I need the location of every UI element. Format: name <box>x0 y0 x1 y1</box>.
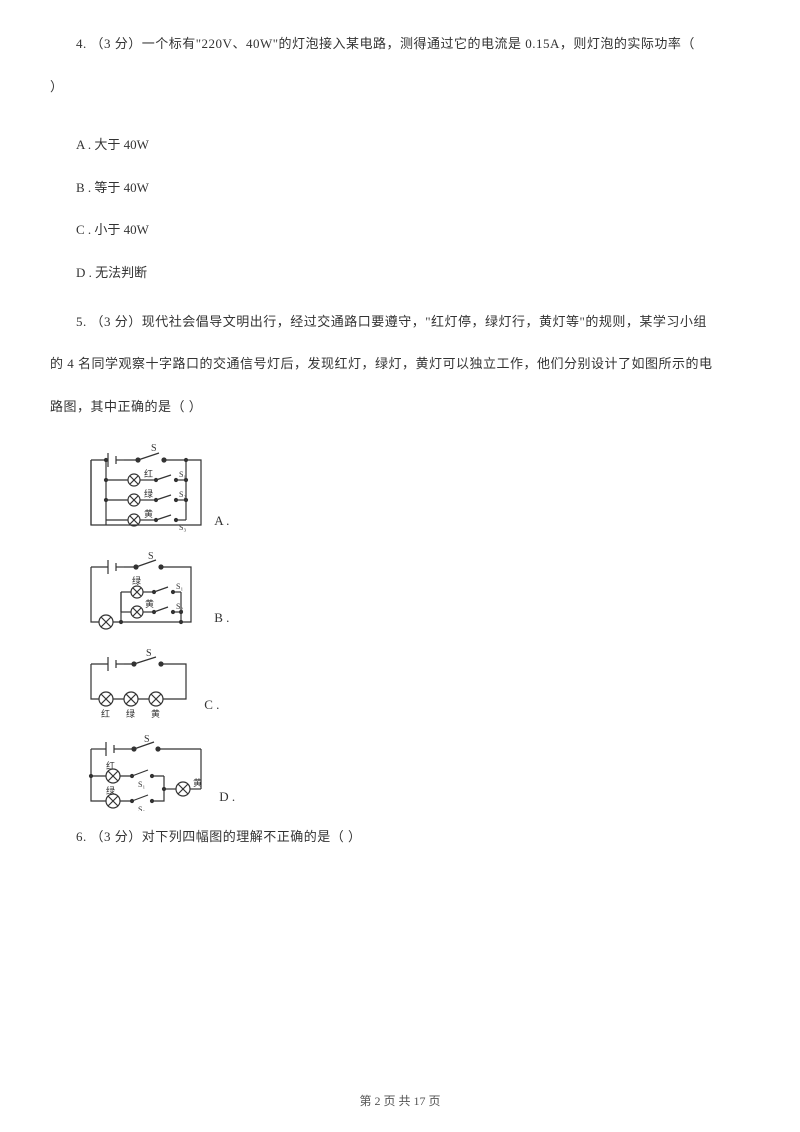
q4-header: 4. （3 分）一个标有"220V、40W"的灯泡接入某电路，测得通过它的电流是… <box>50 30 750 59</box>
svg-text:红: 红 <box>101 708 110 719</box>
q5-circuit-a: S 红 S₁ 绿 S₂ 黄 S₃ <box>76 435 211 535</box>
q5-circuit-d: S 红 S₁ 绿 S₂ 黄 <box>76 731 216 811</box>
q5-header-2: 的 4 名同学观察十字路口的交通信号灯后，发现红灯，绿灯，黄灯可以独立工作，他们… <box>50 350 750 379</box>
q5-label-c: C . <box>204 691 219 720</box>
q5-header-3: 路图，其中正确的是（ ） <box>50 393 750 422</box>
q4-option-c: C . 小于 40W <box>50 216 750 245</box>
q4-cont: ） <box>50 73 750 102</box>
q5-label-a: A . <box>214 507 229 536</box>
q5-label-b: B . <box>214 604 229 633</box>
svg-text:S: S <box>144 734 150 745</box>
q5-option-c: S 红 绿 黄 C . <box>76 644 750 719</box>
q5-header-1: 5. （3 分）现代社会倡导文明出行，经过交通路口要遵守，"红灯停，绿灯行，黄灯… <box>50 308 750 337</box>
svg-text:绿: 绿 <box>126 708 135 719</box>
q4-option-d: D . 无法判断 <box>50 259 750 288</box>
svg-text:S₂: S₂ <box>179 490 186 499</box>
svg-text:黄: 黄 <box>144 508 153 519</box>
q5-circuit-c: S 红 绿 黄 <box>76 644 201 719</box>
svg-text:S₁: S₁ <box>179 470 186 479</box>
q5-label-d: D . <box>219 783 235 812</box>
svg-text:S: S <box>148 551 154 562</box>
svg-text:S₃: S₃ <box>179 523 186 532</box>
svg-text:红: 红 <box>106 760 115 771</box>
svg-text:S: S <box>151 443 157 454</box>
svg-text:绿: 绿 <box>144 488 153 499</box>
svg-text:S: S <box>146 648 152 659</box>
q5-option-d: S 红 S₁ 绿 S₂ 黄 D . <box>76 731 750 811</box>
q5-option-b: S 绿 S₁ 黄 S₂ 红 B . <box>76 547 750 632</box>
q5-option-a: S 红 S₁ 绿 S₂ 黄 S₃ A . <box>76 435 750 535</box>
q4-option-a: A . 大于 40W <box>50 131 750 160</box>
svg-text:绿: 绿 <box>132 575 141 586</box>
q5-circuit-b: S 绿 S₁ 黄 S₂ 红 <box>76 547 211 632</box>
svg-text:黄: 黄 <box>145 598 154 609</box>
svg-text:S₁: S₁ <box>138 780 145 789</box>
svg-text:红: 红 <box>144 468 153 479</box>
svg-text:S₁: S₁ <box>176 582 183 591</box>
svg-text:黄: 黄 <box>151 708 160 719</box>
svg-text:黄: 黄 <box>193 777 202 788</box>
svg-text:S₂: S₂ <box>138 805 145 811</box>
q4-options: A . 大于 40W B . 等于 40W C . 小于 40W D . 无法判… <box>50 131 750 287</box>
page-footer: 第 2 页 共 17 页 <box>0 1088 800 1114</box>
q4-option-b: B . 等于 40W <box>50 174 750 203</box>
svg-text:绿: 绿 <box>106 785 115 796</box>
q6-header: 6. （3 分）对下列四幅图的理解不正确的是（ ） <box>50 823 750 852</box>
svg-text:S₂: S₂ <box>176 602 183 611</box>
